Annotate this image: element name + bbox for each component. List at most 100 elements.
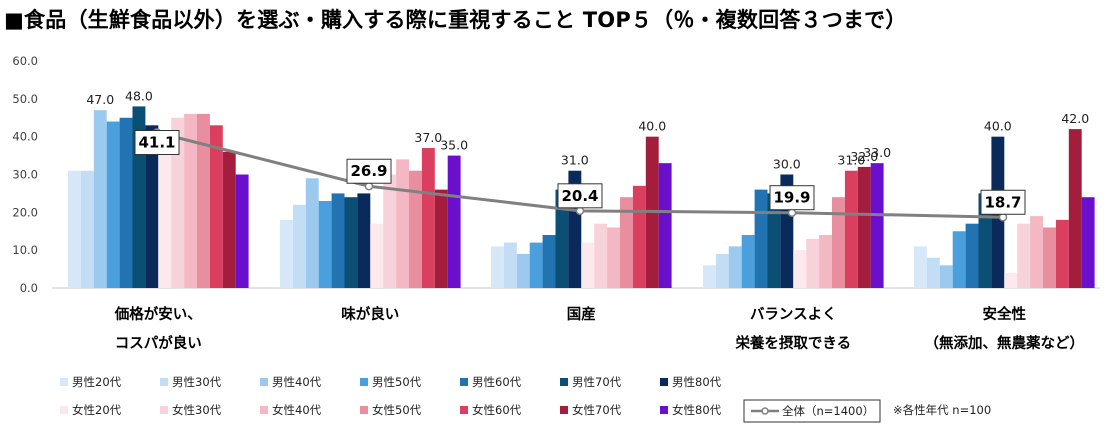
bar [703, 265, 716, 288]
bar [222, 151, 236, 288]
bar [184, 113, 197, 288]
legend-label: 女性80代 [672, 403, 722, 417]
y-tick-label: 30.0 [12, 168, 38, 182]
legend-swatch [660, 378, 668, 386]
legend-swatch [260, 406, 268, 414]
bar [503, 242, 517, 288]
legend-label: 男性40代 [272, 375, 322, 389]
bar-value-label: 42.0 [1061, 111, 1089, 126]
category-label: （無添加、無農薬など） [925, 334, 1085, 352]
bar [542, 235, 556, 288]
legend-label: 男性60代 [472, 375, 522, 389]
bar [344, 197, 358, 288]
bar [421, 148, 435, 288]
overall-line-marker [998, 213, 1008, 222]
bar [491, 246, 504, 288]
bar [119, 117, 133, 288]
bar [857, 166, 871, 288]
legend-line-box [743, 399, 881, 423]
legend-label: 全体（n=1400） [782, 404, 874, 418]
bar [555, 189, 569, 288]
legend-label: 女性20代 [72, 403, 122, 417]
bar [658, 163, 672, 288]
bar [93, 110, 107, 288]
bar [594, 223, 608, 288]
category-label: バランスよく [750, 306, 837, 323]
bar [145, 125, 159, 288]
bar [806, 238, 820, 288]
bar [1068, 129, 1082, 288]
bar [370, 223, 384, 288]
chart-note: ※各性年代 n=100 [893, 403, 991, 417]
bar [754, 189, 768, 288]
bar [965, 223, 979, 288]
bar [106, 121, 120, 289]
bar [235, 174, 249, 288]
bar [1004, 272, 1018, 288]
chart-title: ■食品（生鮮食品以外）を選ぶ・購入する際に重視すること TOP５（％・複数回答３… [4, 8, 907, 32]
bar [68, 170, 81, 288]
overall-value-box [769, 185, 815, 211]
bar [197, 113, 210, 288]
bar [1055, 219, 1069, 288]
bar-value-label: 37.0 [414, 130, 442, 145]
legend-label: 女性50代 [372, 403, 422, 417]
category-label: 国産 [567, 305, 596, 323]
legend-swatch [60, 378, 68, 386]
bar [209, 125, 223, 288]
bar [832, 197, 845, 288]
legend-swatch [460, 378, 468, 386]
bar [409, 170, 422, 288]
bar [305, 178, 319, 288]
bar [793, 250, 807, 288]
legend-swatch [660, 406, 668, 414]
bar [926, 257, 940, 288]
bar [516, 253, 530, 288]
category-label: 味が良い [341, 305, 399, 323]
legend-swatch [60, 406, 68, 414]
bar [434, 189, 448, 288]
legend-label: 男性20代 [72, 375, 122, 389]
legend-label: 男性50代 [372, 375, 422, 389]
bar-value-label: 31.0 [837, 153, 865, 168]
legend-swatch [160, 406, 168, 414]
bar [715, 253, 729, 288]
legend-label: 女性70代 [572, 403, 622, 417]
bar [1030, 216, 1043, 288]
bar [318, 200, 332, 288]
legend-swatch [560, 378, 568, 386]
bar [331, 193, 345, 288]
overall-line-marker [364, 181, 374, 191]
bar-value-label: 40.0 [638, 119, 666, 134]
bar-value-label: 35.0 [440, 138, 468, 153]
overall-value-box [134, 130, 180, 156]
bar [171, 117, 185, 288]
bar [870, 163, 884, 288]
legend-swatch [160, 378, 168, 386]
bar-value-label: 32.0 [850, 149, 878, 164]
bar [357, 193, 371, 288]
bar-value-label: 48.0 [125, 88, 153, 103]
category-label: コスパが良い [115, 334, 202, 352]
legend-swatch [360, 406, 368, 414]
y-tick-label: 50.0 [12, 92, 38, 106]
bar [158, 151, 172, 288]
legend-label: 女性40代 [272, 403, 322, 417]
bar [383, 174, 397, 288]
overall-value-label: 41.1 [138, 134, 175, 152]
overall-value-label: 26.9 [350, 162, 387, 180]
y-tick-label: 10.0 [12, 243, 38, 257]
category-label: 栄養を摂取できる [734, 334, 851, 352]
bar [1043, 227, 1056, 288]
legend-swatch [560, 406, 568, 414]
bar [292, 204, 306, 288]
bar [952, 231, 966, 288]
bar-value-label: 33.0 [863, 145, 891, 160]
bar [280, 219, 293, 288]
bar-value-label: 31.0 [561, 153, 589, 168]
overall-value-box [346, 158, 392, 184]
bar [728, 246, 742, 288]
legend-label: 女性30代 [172, 403, 222, 417]
overall-line-marker [787, 208, 797, 217]
